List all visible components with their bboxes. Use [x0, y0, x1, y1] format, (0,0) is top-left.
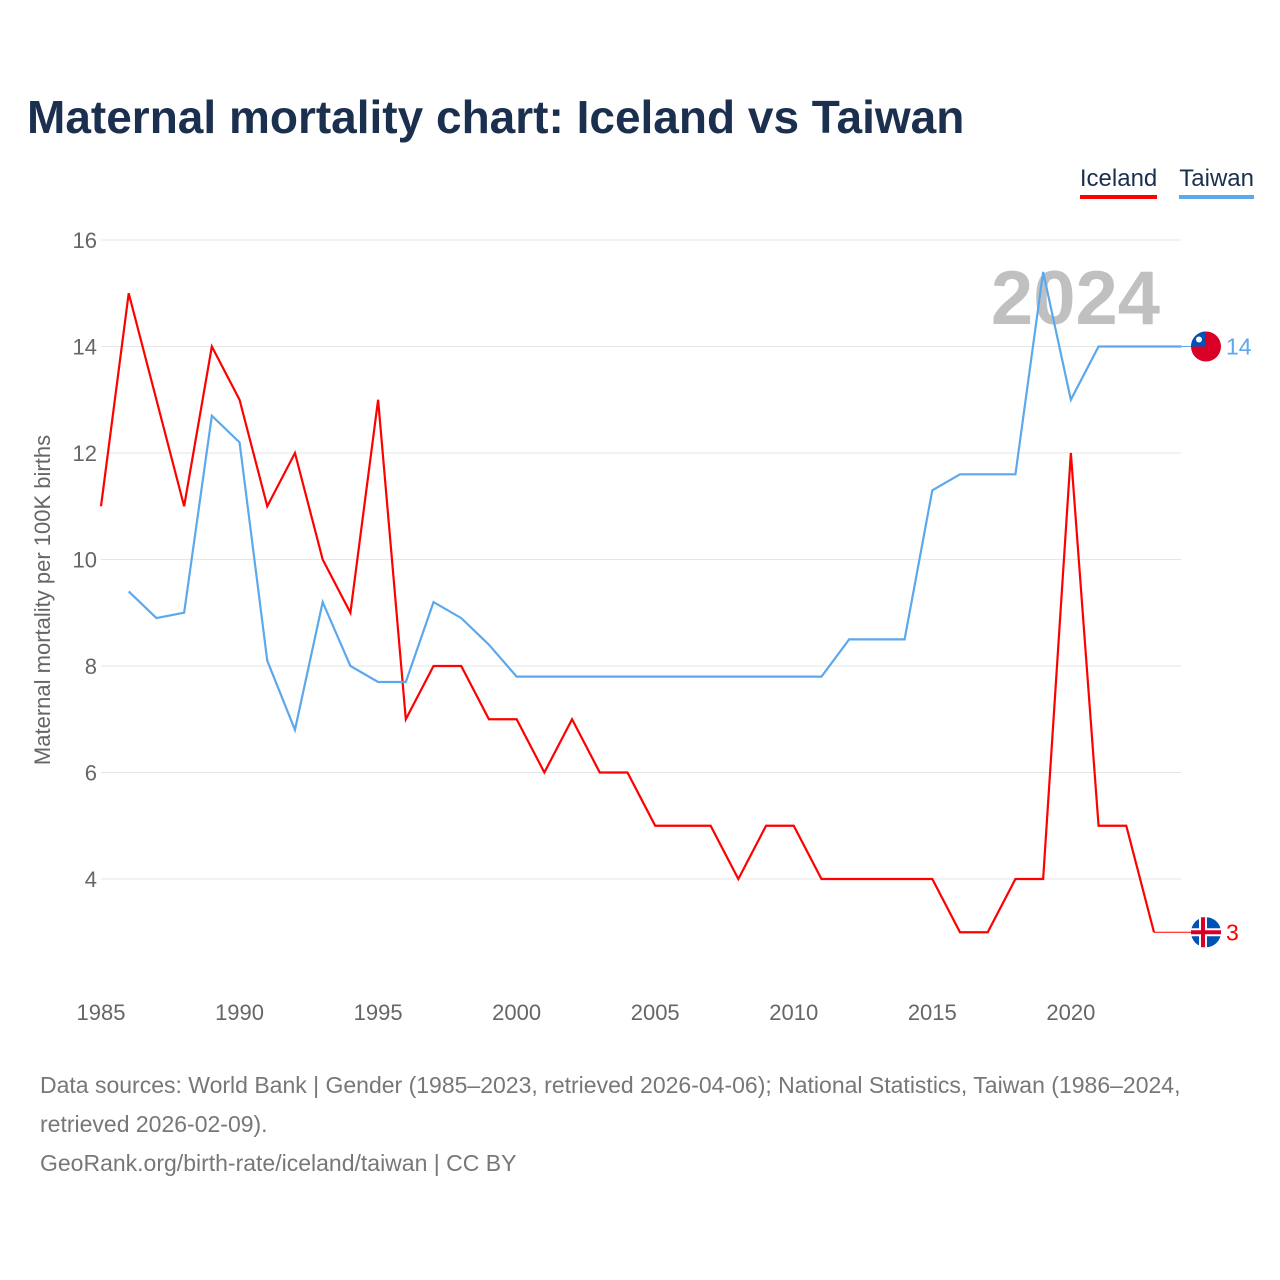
series-line-iceland	[99, 292, 1156, 934]
year-label: 2024	[990, 256, 1160, 341]
y-tick-label: 16	[73, 228, 97, 253]
x-tick-label: 2010	[769, 1000, 818, 1025]
y-tick-label: 6	[85, 761, 97, 786]
data-sources: Data sources: World Bank | Gender (1985–…	[40, 1072, 1181, 1137]
x-tick-label: 2015	[908, 1000, 957, 1025]
x-tick-label: 1995	[354, 1000, 403, 1025]
footer: Data sources: World Bank | Gender (1985–…	[40, 1066, 1220, 1183]
legend-taiwan[interactable]: Taiwan	[1179, 165, 1254, 199]
legend-iceland[interactable]: Iceland	[1079, 165, 1158, 199]
iceland-flag-red-h	[1191, 930, 1221, 935]
x-tick-label: 2000	[492, 1000, 541, 1025]
y-tick-label: 14	[73, 335, 97, 360]
chart-title: Maternal mortality chart: Iceland vs Tai…	[27, 91, 965, 143]
taiwan-flag-sun	[1196, 336, 1202, 343]
series-line-taiwan	[127, 271, 1182, 734]
x-tick-label: 1985	[77, 1000, 126, 1025]
iceland-flag-red-v	[1201, 917, 1205, 948]
x-tick-label: 2005	[631, 1000, 680, 1025]
source-link[interactable]: GeoRank.org/birth-rate/iceland/taiwan | …	[40, 1150, 517, 1176]
x-tick-label: 2020	[1046, 1000, 1095, 1025]
y-tick-label: 10	[73, 548, 97, 573]
end-value-label-taiwan: 14	[1226, 334, 1252, 360]
y-tick-label: 4	[85, 867, 97, 892]
y-axis-label: Maternal mortality per 100K births	[30, 435, 55, 765]
y-tick-label: 12	[73, 441, 97, 466]
legend: Iceland Taiwan	[1079, 165, 1254, 199]
y-tick-label: 8	[85, 654, 97, 679]
end-value-label-iceland: 3	[1226, 919, 1239, 945]
x-tick-label: 1990	[215, 1000, 264, 1025]
